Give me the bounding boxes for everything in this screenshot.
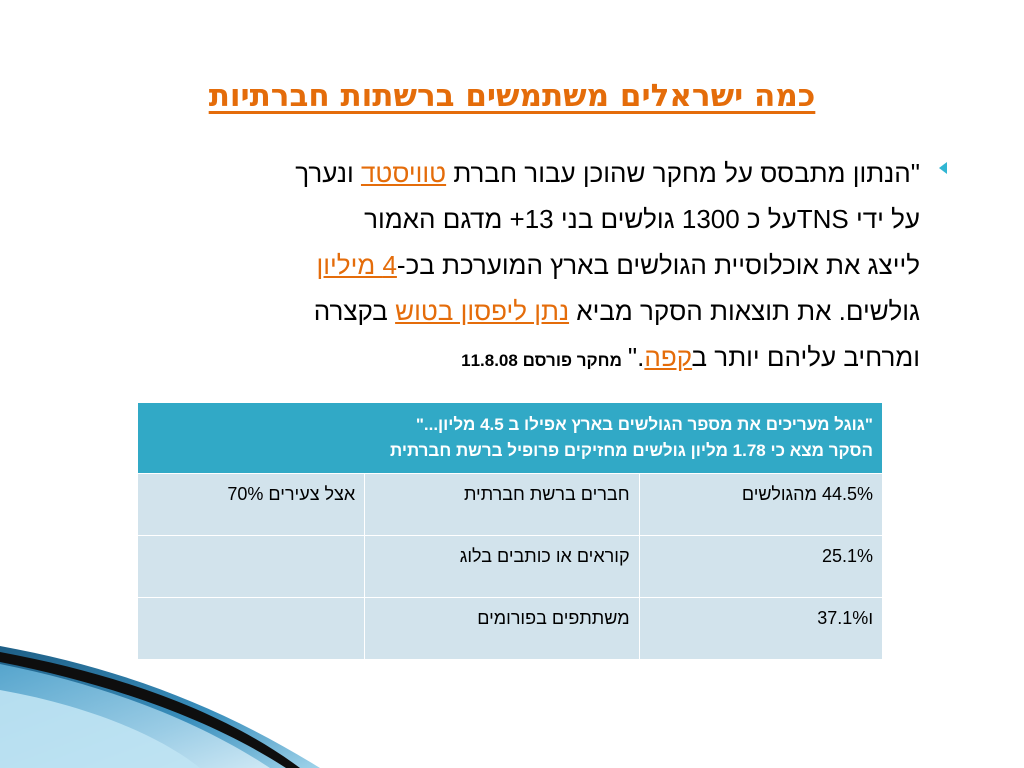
publish-date-note: מחקר פורסם 11.8.08 [461,351,622,370]
cafe-link[interactable]: קפה [644,342,693,372]
survey-results-table: "גוגל מעריכים את מספר הגולשים בארץ אפילו… [136,402,884,660]
table-cell: קוראים או כותבים בלוג [364,535,640,598]
paragraph-text: ומרחיב עליהם יותר ב [692,342,920,372]
paragraph-line-3: לייצג את אוכלוסיית הגולשים בארץ המוערכת … [50,242,920,288]
table-cell: אצל צעירים 70% [136,473,366,536]
paragraph-text: ." [627,342,645,372]
table-cell [136,597,366,660]
paragraph-line-4: גולשים. את תוצאות הסקר מביא נתן ליפסון ב… [50,288,920,334]
table-header-row: "גוגל מעריכים את מספר הגולשים בארץ אפילו… [137,402,883,474]
paragraph-text: גולשים. את תוצאות הסקר מביא [569,296,920,326]
table-header: "גוגל מעריכים את מספר הגולשים בארץ אפילו… [137,402,883,474]
triangle-bullet-icon [939,162,947,174]
natan-lipson-link[interactable]: נתן ליפסון בטוש [395,296,570,326]
paragraph-text: בקצרה [313,296,396,326]
paragraph-text: "הנתון מתבסס על מחקר שהוכן עבור חברת [446,158,920,188]
slide-title: כמה ישראלים משתמשים ברשתות חברתיות [208,78,816,114]
table-cell: ו37.1% [638,597,884,660]
twisted-link[interactable]: טוויסטד [360,158,447,188]
four-million-link[interactable]: 4 מיליון [316,250,397,280]
table-cell: חברים ברשת חברתית [364,473,640,536]
body-paragraph: "הנתון מתבסס על מחקר שהוכן עבור חברת טוו… [50,150,920,384]
table-row: ו37.1% משתתפים בפורומים [136,597,884,660]
table-row: 44.5% מהגולשים חברים ברשת חברתית אצל צעי… [136,473,884,536]
table-cell: משתתפים בפורומים [364,597,640,660]
table-cell: 44.5% מהגולשים [638,473,884,536]
paragraph-line-2: על ידי TNSעל כ 1300 גולשים בני 13+ מדגם … [364,204,920,234]
paragraph-text: ונערך [295,158,361,188]
table-row: 25.1% קוראים או כותבים בלוג [136,535,884,598]
table-header-line-1: "גוגל מעריכים את מספר הגולשים בארץ אפילו… [415,415,873,434]
paragraph-text: לייצג את אוכלוסיית הגולשים בארץ המוערכת … [396,250,920,280]
table-header-line-2: הסקר מצא כי 1.78 מליון גולשים מחזיקים פר… [389,441,873,460]
paragraph-line-5: ומרחיב עליהם יותר בקפה." מחקר פורסם 11.8.… [50,334,920,384]
table-cell [136,535,366,598]
paragraph-line-1: "הנתון מתבסס על מחקר שהוכן עבור חברת טוו… [50,150,920,196]
table-cell: 25.1% [638,535,884,598]
